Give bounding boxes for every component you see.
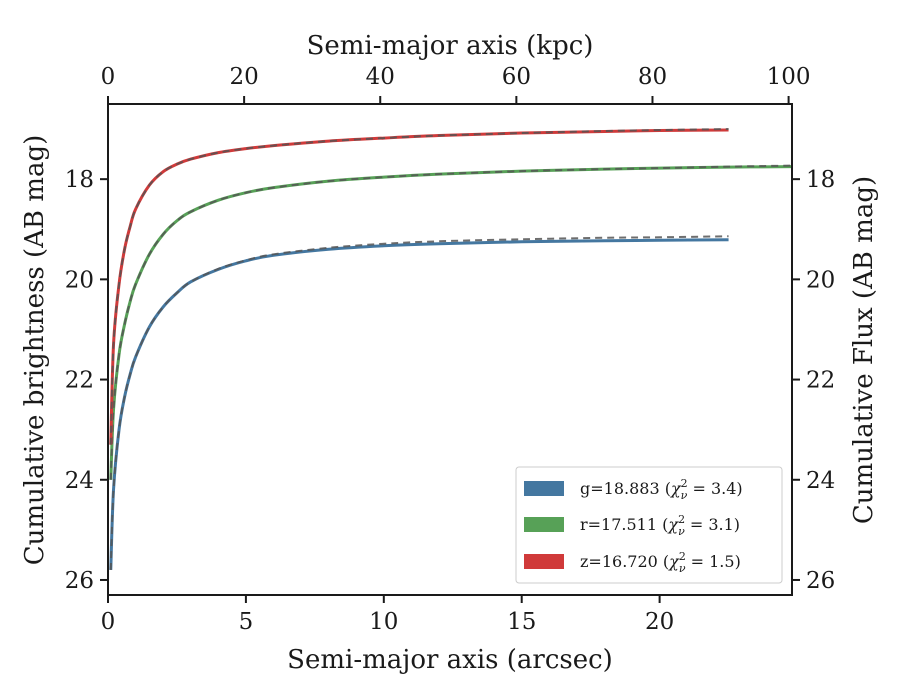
x-top-axis-title: Semi-major axis (kpc) — [307, 31, 594, 61]
y-right-tick-label: 24 — [806, 468, 835, 494]
legend-label-z-sub: ν — [679, 562, 686, 575]
legend-label-z-main: z=16.720 ( — [580, 552, 669, 571]
legend: g=18.883 (χ2 ν = 3.4) r=17.511 (χ2 ν = 3.1… — [515, 466, 783, 584]
series-layer — [109, 128, 793, 571]
legend-label-r-chi: χ — [667, 515, 679, 534]
y-right-tick-label: 18 — [806, 167, 835, 193]
x-tick-label: 10 — [369, 609, 398, 635]
y-tick-label: 26 — [65, 568, 94, 594]
legend-frame — [515, 466, 783, 584]
legend-label-z-chi: χ — [668, 552, 680, 571]
legend-label-g-sup: 2 — [681, 477, 688, 490]
y-right-axis-title: Cumulative Flux (AB mag) — [849, 176, 879, 524]
legend-label-g: g=18.883 (χ2 ν = 3.4) — [580, 477, 743, 502]
legend-label-g-sub: ν — [681, 489, 688, 502]
y-axis-title: Cumulative brightness (AB mag) — [20, 135, 50, 566]
x-tick-label: 20 — [645, 609, 674, 635]
legend-label-r-sub: ν — [678, 525, 685, 538]
legend-swatch-r — [524, 517, 564, 532]
x-top-tick-label: 60 — [502, 64, 531, 90]
y-tick-label: 22 — [65, 368, 94, 394]
x-top-tick-label: 40 — [366, 64, 395, 90]
x-tick-label: 0 — [101, 609, 116, 635]
legend-label-g-val: = 3.4) — [687, 479, 742, 498]
y-right-tick-label: 26 — [806, 568, 835, 594]
x-top-tick-label: 80 — [638, 64, 667, 90]
series-line-g — [109, 238, 729, 571]
legend-label-g-main: g=18.883 ( — [580, 479, 671, 498]
y-tick-label: 18 — [65, 167, 94, 193]
legend-label-r: r=17.511 (χ2 ν = 3.1) — [580, 513, 740, 538]
x-tick-label: 15 — [507, 609, 536, 635]
y-right-tick-label: 20 — [806, 267, 835, 293]
y-right-tick-label: 22 — [806, 368, 835, 394]
legend-label-z-val: = 1.5) — [686, 552, 741, 571]
legend-label-r-main: r=17.511 ( — [580, 515, 668, 534]
legend-swatch-z — [524, 554, 564, 569]
legend-label-r-val: = 3.1) — [685, 515, 740, 534]
model-line-z — [109, 128, 729, 445]
x-top-tick-label: 20 — [229, 64, 258, 90]
x-top-tick-label: 100 — [767, 64, 811, 90]
legend-label-g-chi: χ — [670, 479, 682, 498]
model-line-r — [109, 164, 793, 480]
y-tick-label: 24 — [65, 468, 94, 494]
x-top-tick-label: 0 — [101, 64, 116, 90]
plot-frame — [107, 103, 793, 596]
legend-label-r-sup: 2 — [678, 513, 685, 526]
x-axis-title: Semi-major axis (arcsec) — [287, 645, 613, 675]
legend-label-z: z=16.720 (χ2 ν = 1.5) — [580, 550, 741, 575]
legend-swatch-g — [524, 481, 564, 496]
legend-label-z-sup: 2 — [679, 550, 686, 563]
y-tick-label: 20 — [65, 267, 94, 293]
x-tick-label: 5 — [239, 609, 254, 635]
